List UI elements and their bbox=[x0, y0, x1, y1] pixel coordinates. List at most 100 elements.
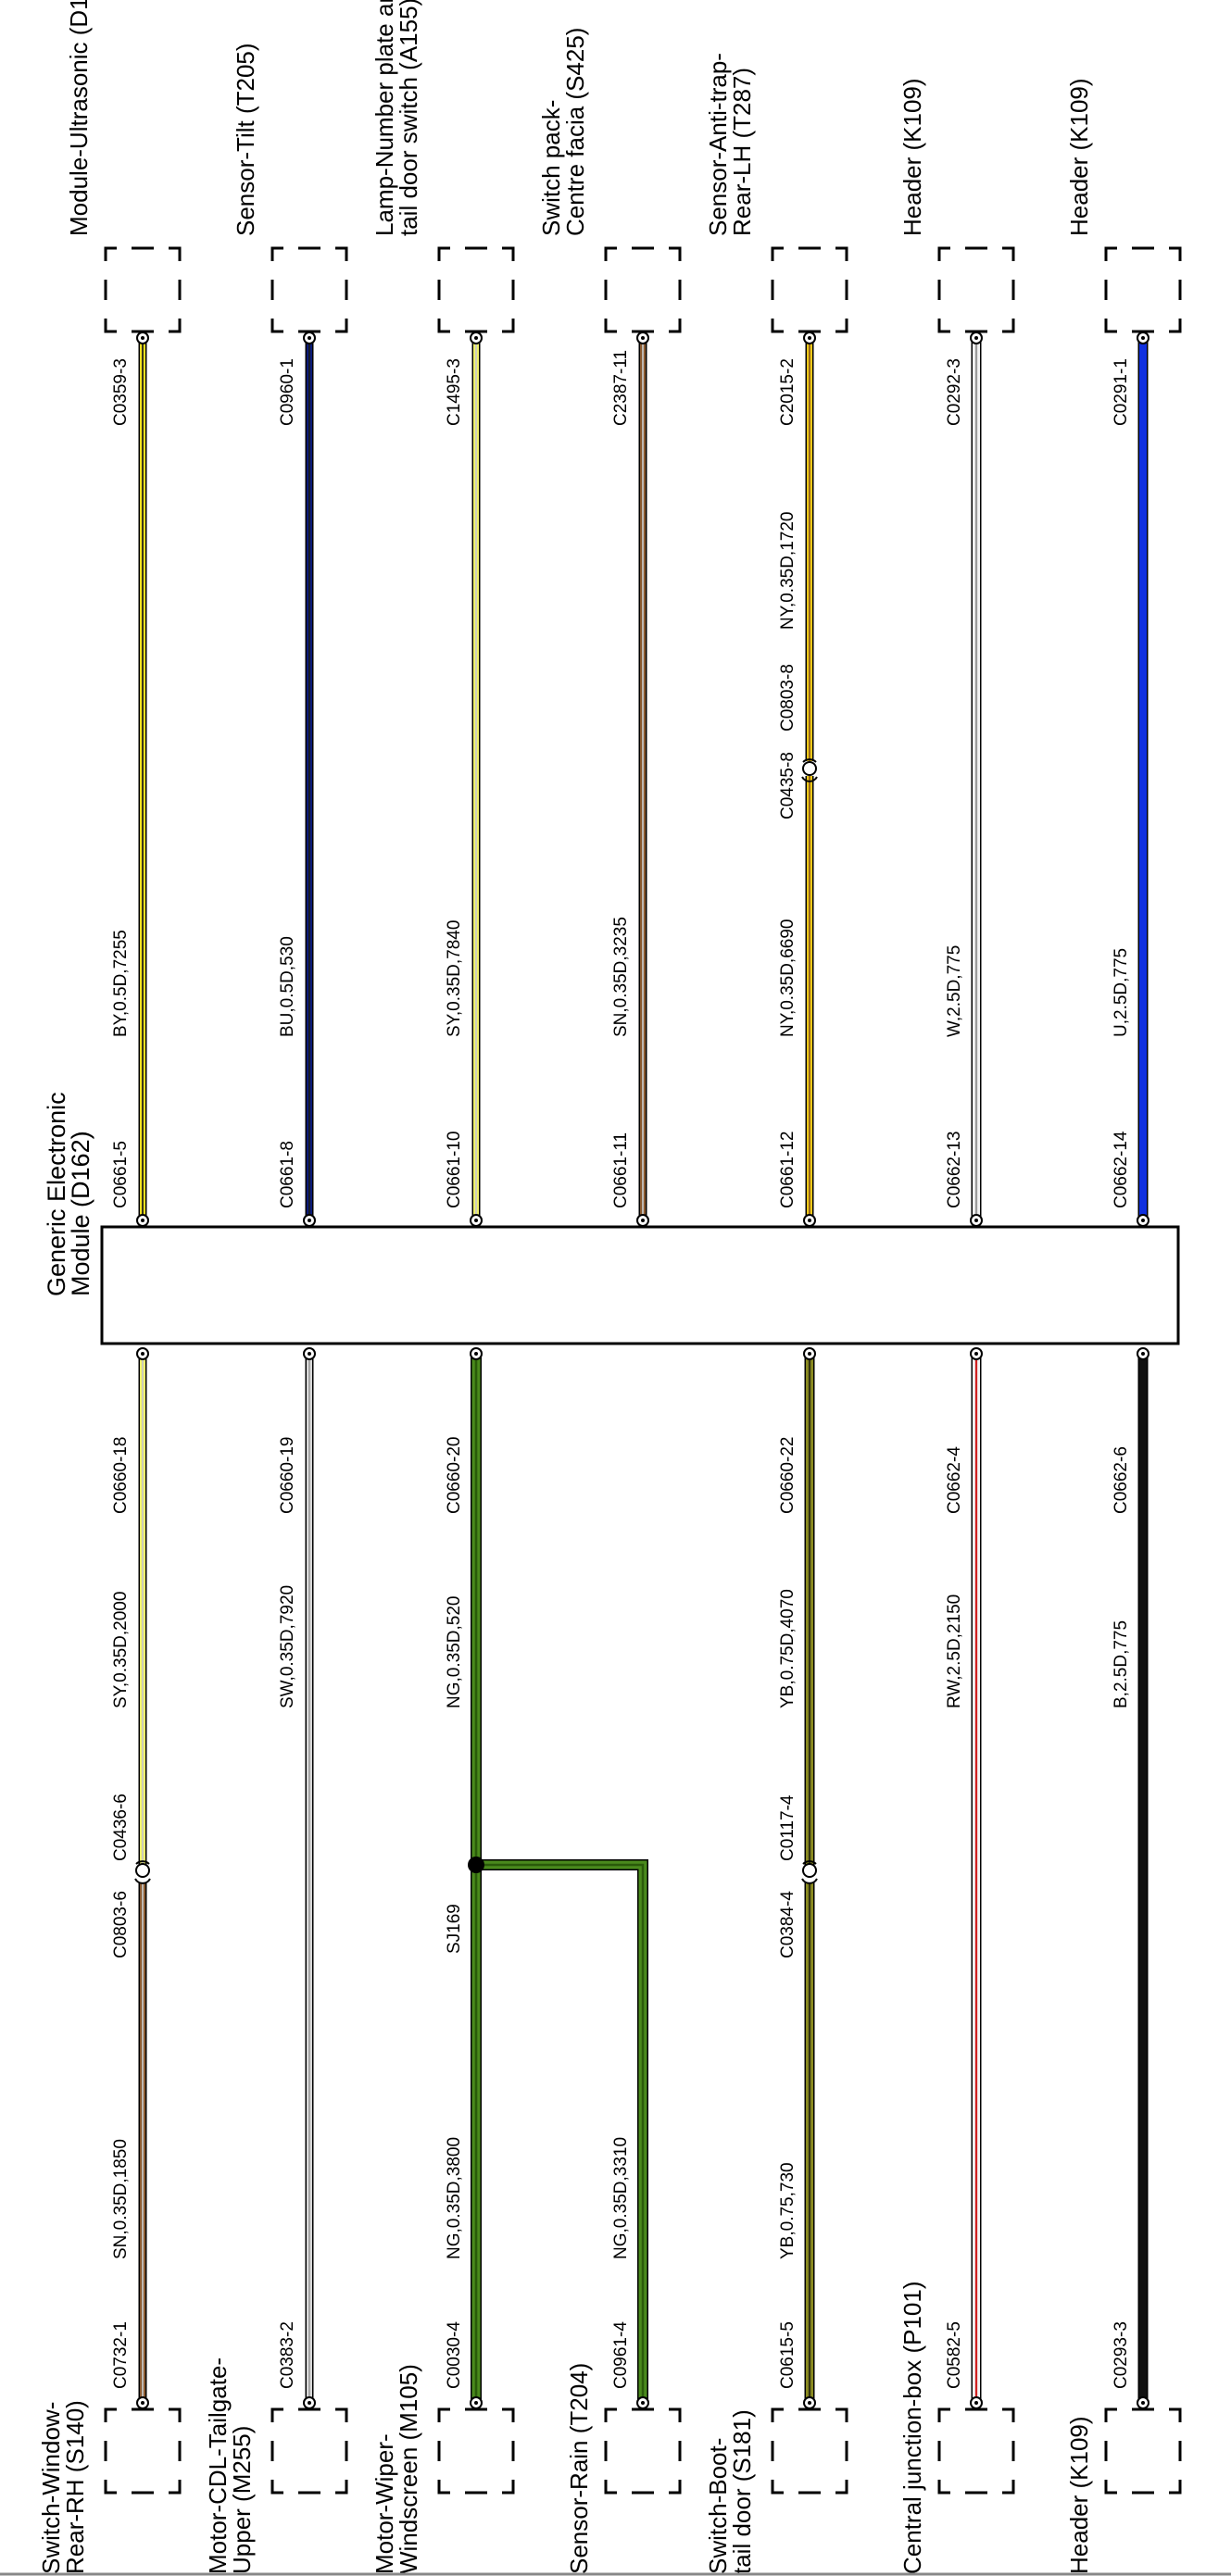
right-circuit-5-connector bbox=[771, 246, 848, 333]
right-circuit-3-module-pin-label: C0661-10 bbox=[445, 1132, 464, 1208]
right-circuit-7-module-pin-label: C0662-14 bbox=[1112, 1131, 1131, 1208]
left-circuit-5-component-line2-group: tail door (S181) bbox=[728, 2409, 756, 2574]
right-circuit-5-inline-label-a-group: C0435-8 bbox=[778, 752, 798, 819]
left-circuit-4-wire-end-label-group: NG,0.35D,3310 bbox=[611, 2137, 631, 2259]
right-circuits: C0359-3 C0661-5 BY,0.5D,7255 Module-Ultraso… bbox=[65, 0, 1182, 1227]
left-circuit-3-splice-dot bbox=[468, 1857, 484, 1873]
left-circuit-1-inline-label-b: C0436-6 bbox=[111, 1794, 131, 1861]
right-circuit-2-module-pin-label-group: C0661-8 bbox=[278, 1141, 297, 1208]
right-circuit-6-end-pin-dot bbox=[974, 336, 978, 340]
left-circuit-7-end-pin-label: C0293-3 bbox=[1112, 2321, 1131, 2389]
left-circuit-4-wire-end-label: NG,0.35D,3310 bbox=[611, 2137, 631, 2259]
left-circuit-3-branch-tracer bbox=[476, 1863, 645, 2403]
left-circuit-1-inline-connector bbox=[134, 1860, 151, 1884]
right-circuit-4-end-pin-label: C2387-11 bbox=[611, 350, 631, 426]
left-circuit-6-component-line1: Central junction-box (P101) bbox=[898, 2282, 926, 2575]
left-circuit-6-wire-module-label-group: RW,2.5D,2150 bbox=[945, 1594, 964, 1708]
right-circuit-6-module-pin-label-group: C0662-13 bbox=[945, 1132, 964, 1208]
right-circuit-1-module-pin-dot bbox=[141, 1219, 144, 1222]
right-circuit-6-wire-label: W,2.5D,775 bbox=[945, 945, 964, 1037]
right-circuit-4-component-line2-group: Centre facia (S425) bbox=[561, 28, 589, 236]
right-circuit-1-connector bbox=[104, 246, 182, 333]
left-circuit-5-component-line1-group: Switch-Boot- bbox=[704, 2438, 732, 2574]
right-circuit-6-component-line1: Header (K109) bbox=[898, 78, 926, 236]
left-circuit-7-end-pin-dot bbox=[1141, 2401, 1145, 2405]
right-circuit-4-end-pin-label-group: C2387-11 bbox=[611, 350, 631, 426]
left-circuit-1-inline-label-a: C0803-6 bbox=[111, 1891, 131, 1958]
left-circuit-5-component-line2: tail door (S181) bbox=[728, 2409, 756, 2574]
right-circuit-7-end-pin-label-group: C0291-1 bbox=[1112, 358, 1131, 426]
right-circuit-5-inline-connector bbox=[801, 758, 818, 782]
right-circuit-1-component-line1: Module-Ultrasonic (D137) bbox=[65, 0, 93, 236]
right-circuit-3-wire-label: SY,0.35D,7840 bbox=[445, 920, 464, 1037]
right-circuit-3-component-line2: tail door switch (A155) bbox=[395, 0, 422, 236]
right-circuit-5-wire-label: NY,0.35D,6690 bbox=[778, 919, 798, 1037]
right-circuit-5-module-pin-label: C0661-12 bbox=[778, 1132, 798, 1208]
right-circuit-5-end-pin-label: C2015-2 bbox=[778, 358, 798, 426]
left-circuit-6-module-pin-label: C0662-4 bbox=[945, 1446, 964, 1514]
left-circuit-2-component-line1: Motor-CDL-Tailgate- bbox=[204, 2357, 232, 2574]
left-circuit-1-connector bbox=[104, 2407, 182, 2495]
left-circuit-1-component-line2: Rear-RH (S140) bbox=[61, 2400, 89, 2574]
right-circuit-4-module-pin-dot bbox=[641, 1219, 645, 1222]
left-circuit-3-end-pin-label-group: C0030-4 bbox=[445, 2321, 464, 2389]
left-circuit-7-end-pin-label-group: C0293-3 bbox=[1112, 2321, 1131, 2389]
left-circuit-4-end-pin-label-group: C0961-4 bbox=[611, 2321, 631, 2389]
left-circuit-7-wire-module-label: B,2.5D,775 bbox=[1112, 1620, 1131, 1708]
left-circuit-2-wire-module-label-group: SW,0.35D,7920 bbox=[278, 1585, 297, 1708]
left-circuit-3-component-line1-group: Motor-Wiper- bbox=[371, 2433, 398, 2574]
module-name-line1: Generic Electronic bbox=[43, 1092, 70, 1296]
right-circuit-2-end-pin-label-group: C0960-1 bbox=[278, 358, 297, 426]
left-circuit-4-end-pin-label: C0961-4 bbox=[611, 2321, 631, 2389]
left-circuit-7-module-pin-label: C0662-6 bbox=[1112, 1446, 1131, 1514]
left-circuit-4-component-line1: Sensor-Rain (T204) bbox=[565, 2363, 593, 2574]
left-circuit-7-connector bbox=[1104, 2407, 1182, 2495]
left-circuit-5-end-pin-dot bbox=[808, 2401, 811, 2405]
right-circuit-1: C0359-3 C0661-5 BY,0.5D,7255 Module-Ultraso… bbox=[65, 0, 182, 1227]
right-circuit-7-module-pin-label-group: C0662-14 bbox=[1112, 1131, 1131, 1208]
left-circuit-2-end-pin-label: C0383-2 bbox=[278, 2321, 297, 2389]
left-circuit-7-component-line1: Header (K109) bbox=[1065, 2416, 1093, 2574]
right-circuit-1-end-pin-label-group: C0359-3 bbox=[111, 358, 131, 426]
left-circuit-3-wire-module-label: NG,0.35D,520 bbox=[445, 1596, 464, 1708]
left-circuit-3-module-pin-label: C0660-20 bbox=[445, 1437, 464, 1514]
left-circuit-3-wire-end-label-group: NG,0.35D,3800 bbox=[445, 2137, 464, 2259]
right-circuit-1-end-pin-label: C0359-3 bbox=[111, 358, 131, 426]
left-circuit-5-end-pin-label: C0615-5 bbox=[778, 2321, 798, 2389]
left-circuit-1-component-line1-group: Switch-Window- bbox=[37, 2402, 65, 2574]
right-circuit-7-module-pin-dot bbox=[1141, 1219, 1145, 1222]
right-circuit-2: C0960-1 C0661-8 BU,0.5D,530 Sensor-Tilt (T2… bbox=[232, 43, 348, 1227]
left-circuit-6-wire-module-label: RW,2.5D,2150 bbox=[945, 1594, 964, 1708]
left-circuit-5-inline-label-b: C0117-4 bbox=[778, 1794, 798, 1861]
right-circuit-7-wire-label-group: U,2.5D,775 bbox=[1112, 948, 1131, 1037]
right-circuit-5: C0435-8 C0803-8 NY,0.35D,1720 C2015-2 C0661-… bbox=[704, 53, 848, 1227]
right-circuit-3-component-line1-group: Lamp-Number plate and- bbox=[371, 0, 398, 236]
left-circuit-3-end-pin-dot bbox=[474, 2401, 478, 2405]
left-circuit-1-wire-end-label: SN,0.35D,1850 bbox=[111, 2139, 131, 2259]
right-circuit-6-end-pin-label: C0292-3 bbox=[945, 358, 964, 426]
left-circuit-1-end-pin-label-group: C0732-1 bbox=[111, 2321, 131, 2389]
right-circuit-5-inline-label-b-group: C0803-8 bbox=[778, 664, 798, 732]
left-circuit-5-end-pin-label-group: C0615-5 bbox=[778, 2321, 798, 2389]
left-circuit-6-end-pin-label-group: C0582-5 bbox=[945, 2321, 964, 2389]
right-circuit-3-module-pin-label-group: C0661-10 bbox=[445, 1132, 464, 1208]
left-circuit-2-end-pin-dot bbox=[308, 2401, 311, 2405]
left-circuit-6-end-pin-dot bbox=[974, 2401, 978, 2405]
left-circuit-1-wire-end-label-group: SN,0.35D,1850 bbox=[111, 2139, 131, 2259]
left-circuit-5-inline-label-a-group: C0384-4 bbox=[778, 1891, 798, 1958]
right-circuit-5-end-pin-label-group: C2015-2 bbox=[778, 358, 798, 426]
left-circuit-3-end-pin-label: C0030-4 bbox=[445, 2321, 464, 2389]
right-circuit-1-module-pin-label-group: C0661-5 bbox=[111, 1141, 131, 1208]
right-circuit-6-connector bbox=[937, 246, 1015, 333]
right-circuit-3-wire-label-group: SY,0.35D,7840 bbox=[445, 920, 464, 1037]
left-circuit-2-end-pin-label-group: C0383-2 bbox=[278, 2321, 297, 2389]
right-circuit-4-component-line1-group: Switch pack- bbox=[537, 100, 565, 236]
right-circuit-5-component-line2: Rear-LH (T287) bbox=[728, 68, 756, 236]
left-circuit-2-module-pin-label: C0660-19 bbox=[278, 1437, 297, 1514]
right-circuit-3-connector bbox=[437, 246, 515, 333]
left-circuit-3-component-line2: Windscreen (M105) bbox=[395, 2364, 422, 2574]
right-circuit-2-wire-label-group: BU,0.5D,530 bbox=[278, 936, 297, 1037]
left-circuit-4-connector bbox=[604, 2407, 682, 2495]
right-circuit-5-component-line2-group: Rear-LH (T287) bbox=[728, 68, 756, 236]
left-circuit-3-wire-module-label-group: NG,0.35D,520 bbox=[445, 1596, 464, 1708]
